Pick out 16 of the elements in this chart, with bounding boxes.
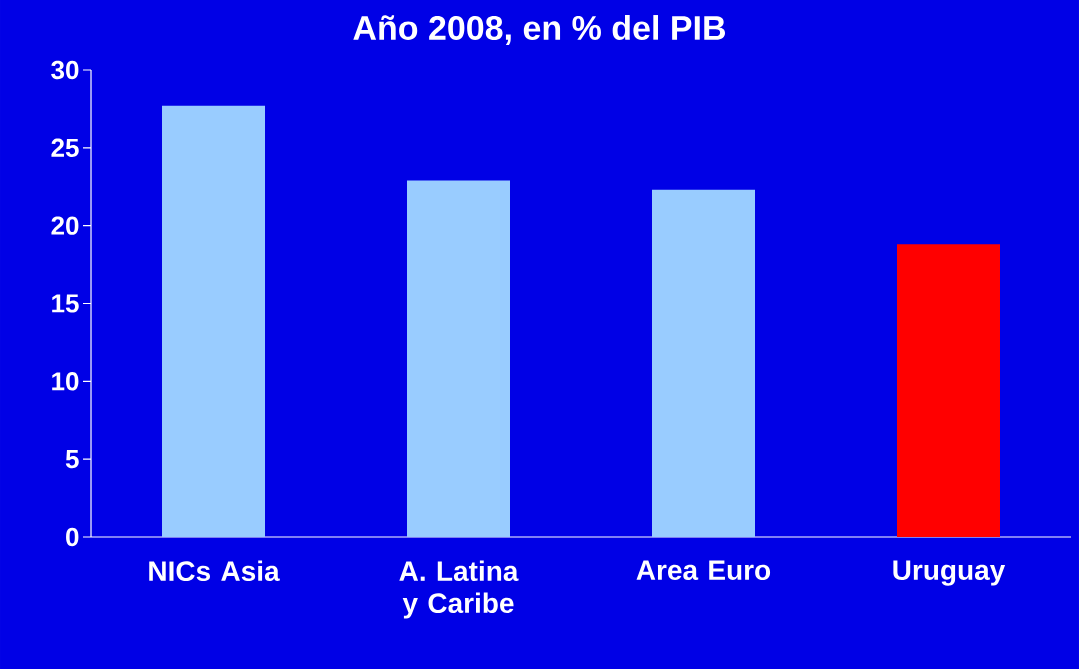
y-tick-label: 15 — [52, 294, 79, 313]
y-tick-label: 10 — [52, 372, 79, 391]
bar — [652, 189, 755, 537]
bar — [162, 105, 266, 537]
chart-title: Año 2008, en % del PIB — [353, 15, 725, 45]
x-tick-label: A. Latina y Caribe — [399, 560, 519, 619]
y-tick-label: 0 — [66, 527, 79, 547]
x-tick-label: NICs Asia — [149, 560, 280, 582]
bar — [407, 180, 510, 537]
y-tick-label: 25 — [51, 138, 79, 158]
x-tick-label: Area Euro — [636, 560, 771, 581]
bar — [897, 244, 1000, 537]
y-tick-label: 20 — [51, 216, 79, 235]
x-tick-label: Uruguay — [893, 560, 1006, 586]
y-tick-label: 5 — [65, 450, 79, 469]
y-tick-label: 30 — [51, 60, 79, 80]
